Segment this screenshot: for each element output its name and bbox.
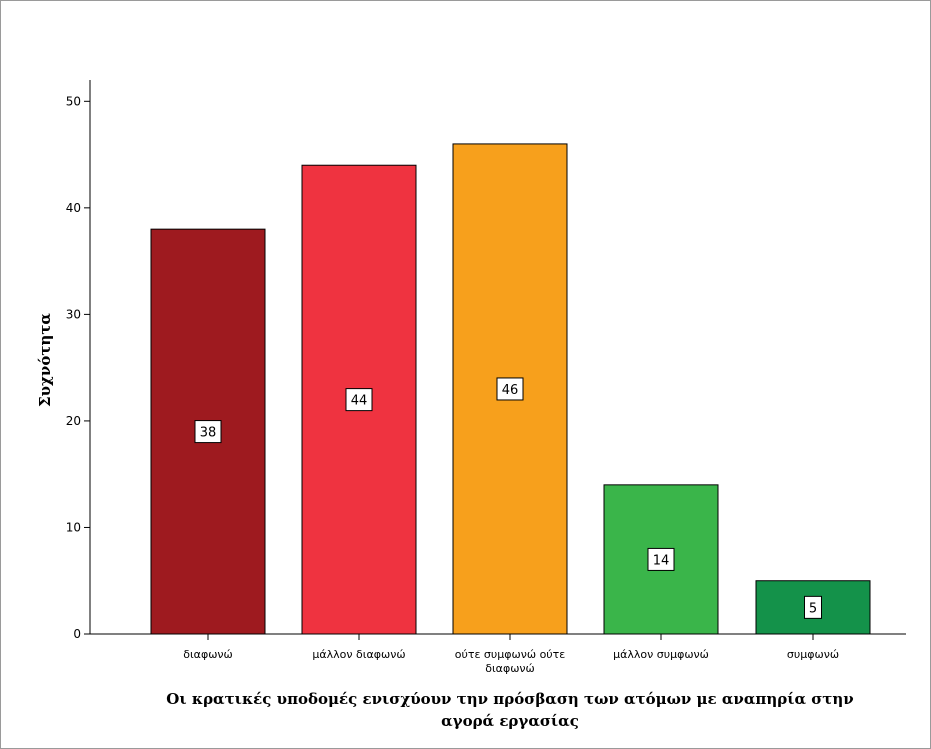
x-axis-title: Οι κρατικές υποδομές ενισχύουν την πρόσβ… <box>166 690 853 730</box>
category-label-4: μάλλον συμφωνώ <box>613 648 709 661</box>
data-label-2: 44 <box>345 388 373 412</box>
y-tick-label-50: 50 <box>66 94 81 108</box>
category-label-1: διαφωνώ <box>183 648 233 661</box>
data-label-1: 38 <box>194 420 222 444</box>
data-label-5: 5 <box>804 595 822 619</box>
category-label-5: συμφωνώ <box>787 648 839 661</box>
y-axis: 0 10 20 30 40 50 <box>66 80 91 641</box>
x-axis: διαφωνώ μάλλον διαφωνώ ούτε συμφωνώ ούτε δι… <box>90 633 906 675</box>
svg-text:5: 5 <box>809 601 817 616</box>
y-tick-label-0: 0 <box>73 627 81 641</box>
y-tick-label-40: 40 <box>66 201 81 215</box>
svg-text:14: 14 <box>653 553 670 568</box>
y-tick-label-10: 10 <box>66 520 81 534</box>
svg-text:46: 46 <box>502 383 519 398</box>
data-labels: 38 44 46 14 5 <box>194 377 822 619</box>
svg-text:38: 38 <box>200 426 217 441</box>
category-label-3: ούτε συμφωνώ ούτε διαφωνώ <box>455 648 566 675</box>
data-label-3: 46 <box>496 377 524 401</box>
y-tick-label-20: 20 <box>66 414 81 428</box>
y-tick-label-30: 30 <box>66 307 81 321</box>
category-label-2: μάλλον διαφωνώ <box>312 648 405 661</box>
svg-text:44: 44 <box>351 394 368 409</box>
data-label-4: 14 <box>647 547 675 571</box>
y-axis-title: Συχνότητα <box>36 313 54 407</box>
